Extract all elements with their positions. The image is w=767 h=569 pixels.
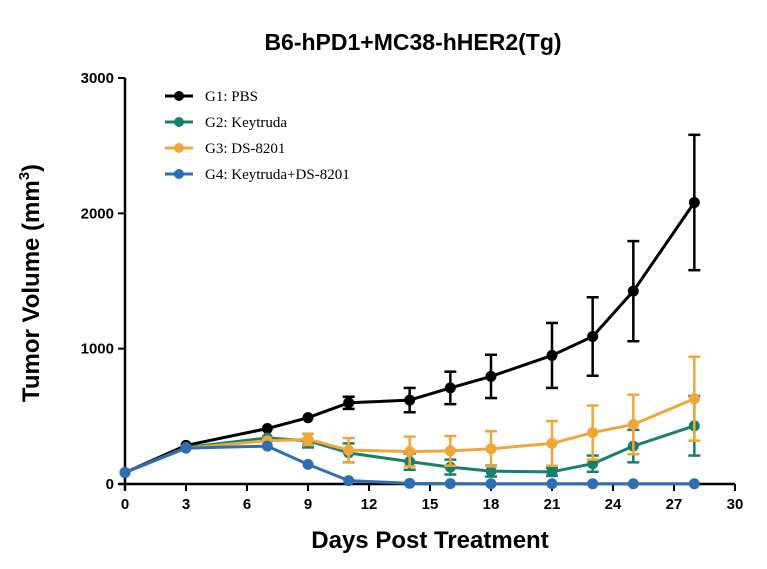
x-tick-label: 24 [605,496,622,513]
data-point [546,437,558,449]
y-axis-title-main: Tumor Volume (mm [18,180,45,402]
x-tick-label: 6 [243,496,251,513]
legend-label: G3: DS-8201 [205,141,285,157]
legend-item: G4: Keytruda+DS-8201 [165,167,350,183]
series-line [124,424,695,474]
data-point [485,443,497,455]
x-tick-label: 18 [483,496,500,513]
data-point [343,475,355,487]
series-line [124,444,695,486]
series-1 [119,133,701,478]
data-point [404,394,416,406]
data-point [485,370,497,382]
series-line [124,201,696,474]
data-point [444,382,456,394]
y-tick-label: 0 [106,476,114,493]
x-tick-label: 3 [182,496,190,513]
legend-item: G2: Keytruda [165,115,287,131]
legend-swatch-marker [174,143,184,153]
data-point [444,478,456,490]
x-tick-label: 27 [666,496,683,513]
axes: 0 3 6 9 12 15 18 21 24 27 30 0 1000 2000 3000 [81,70,744,513]
data-point [546,478,558,490]
plot-area [119,133,701,490]
data-point [587,427,599,439]
y-tick-label: 3000 [81,70,114,87]
data-point [302,433,314,445]
data-point [119,466,131,478]
data-point [587,478,599,490]
x-tick-label: 15 [422,496,439,513]
data-point [546,349,558,361]
data-point [444,445,456,457]
x-tick-label: 21 [544,496,561,513]
legend-label: G1: PBS [205,89,258,105]
series-line [124,397,695,474]
data-point [302,458,314,470]
data-point [627,478,639,490]
legend-swatch-marker [174,117,184,127]
series-3 [119,355,701,478]
data-point [688,393,700,405]
data-point [587,330,599,342]
x-tick-label: 30 [727,496,744,513]
data-point [261,423,273,435]
y-tick-label: 2000 [81,205,114,222]
legend-swatch-marker [174,169,184,179]
legend-label: G2: Keytruda [205,115,287,131]
data-point [261,440,273,452]
legend-swatch-marker [174,91,184,101]
y-axis-title-close: ) [18,164,45,172]
x-tick-label: 0 [121,496,129,513]
y-tick-label: 1000 [81,341,114,358]
legend-label: G4: Keytruda+DS-8201 [205,167,350,183]
data-point [404,477,416,489]
data-point [404,446,416,458]
data-point [343,397,355,409]
data-point [688,197,700,209]
x-tick-label: 9 [304,496,312,513]
chart-title: B6-hPD1+MC38-hHER2(Tg) [264,29,561,55]
data-point [688,478,700,490]
data-point [627,285,639,297]
x-axis-title: Days Post Treatment [311,527,548,554]
data-point [343,444,355,456]
data-point [180,442,192,454]
legend: G1: PBS G2: Keytruda G3: DS-8201 G4: Keytru… [165,89,350,183]
y-axis-title-superscript: 3 [16,172,33,180]
data-point [302,412,314,424]
data-point [485,478,497,490]
y-axis-title: Tumor Volume (mm3) [16,164,45,402]
legend-item: G1: PBS [165,89,258,105]
series-4 [119,440,700,490]
data-point [627,418,639,430]
legend-item: G3: DS-8201 [165,141,285,157]
x-tick-label: 12 [361,496,378,513]
data-point [546,466,558,478]
